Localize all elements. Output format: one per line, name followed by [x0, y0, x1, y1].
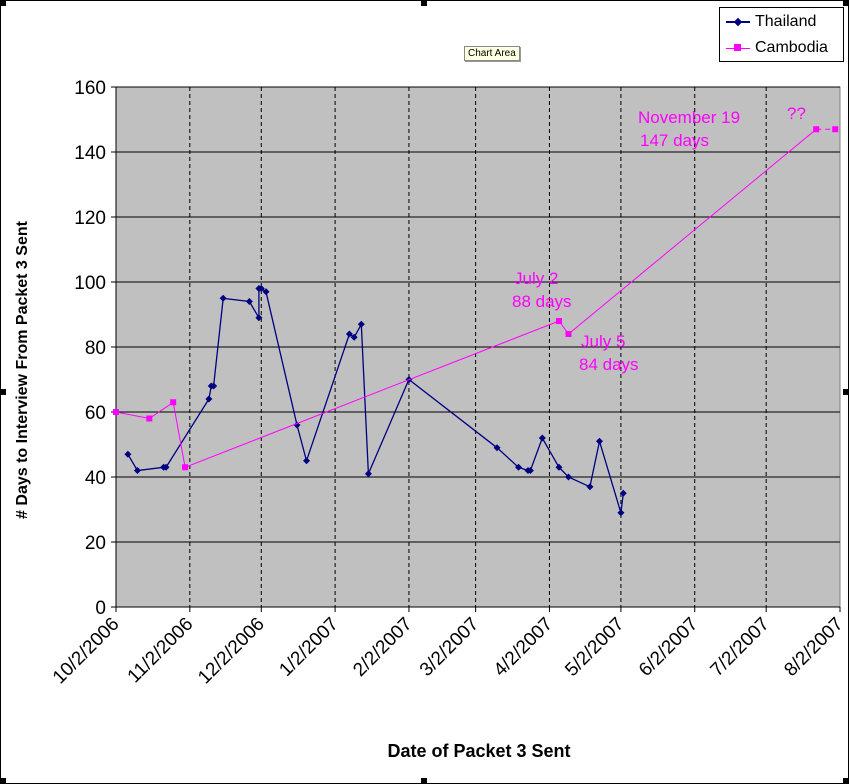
data-point-thailand	[364, 470, 372, 478]
data-point-cambodia	[555, 318, 562, 324]
legend-label-cambodia: Cambodia	[755, 39, 828, 56]
data-point-cambodia	[813, 126, 820, 133]
data-point-thailand	[350, 333, 358, 341]
data-point-thailand	[124, 450, 132, 458]
data-point-thailand	[345, 330, 353, 338]
x-tick-label: 7/2/2007	[707, 614, 774, 681]
data-point-cambodia-projected	[832, 126, 839, 133]
annotation-label: 147 days	[640, 131, 709, 150]
y-tick-label: 140	[74, 143, 106, 164]
y-tick-label: 160	[74, 78, 106, 99]
x-tick-label: 2/2/2007	[349, 614, 416, 681]
x-tick-label: 1/2/2007	[275, 614, 342, 681]
data-point-cambodia	[146, 415, 153, 422]
data-point-thailand	[257, 285, 265, 292]
data-point-cambodia	[182, 464, 189, 471]
x-tick-label: 6/2/2007	[635, 614, 702, 681]
y-axis-title: # Days to Interview From Packet 3 Sent	[14, 220, 31, 519]
resize-handle-bottom-left[interactable]	[0, 778, 6, 784]
x-axis-title: Date of Packet 3 Sent	[387, 741, 570, 761]
data-point-thailand	[210, 382, 218, 390]
data-point-thailand	[303, 457, 311, 465]
y-tick-label: 80	[85, 338, 106, 359]
data-point-thailand	[555, 463, 563, 471]
legend-diamond-icon	[733, 17, 743, 27]
annotation-label: ??	[787, 104, 806, 123]
resize-handle-middle-right[interactable]	[843, 389, 849, 395]
data-point-thailand	[617, 509, 625, 517]
data-point-thailand	[245, 298, 253, 305]
x-tick-label: 5/2/2007	[561, 614, 628, 681]
y-tick-label: 0	[95, 598, 106, 619]
x-tick-label: 4/2/2007	[490, 614, 557, 681]
legend-item-cambodia[interactable]: Cambodia	[720, 37, 843, 59]
x-tick-label: 11/2/2006	[124, 614, 198, 688]
y-tick-label: 20	[85, 533, 106, 554]
annotation-label: 84 days	[579, 355, 639, 374]
x-tick-label: 10/2/2006	[49, 614, 124, 689]
data-point-thailand	[262, 288, 270, 296]
x-tick-label: 12/2/2006	[194, 614, 269, 689]
resize-handle-bottom-middle[interactable]	[421, 778, 427, 784]
data-point-thailand	[526, 467, 534, 474]
resize-handle-top-left[interactable]	[0, 0, 6, 6]
data-point-thailand	[205, 395, 213, 403]
data-point-thailand	[586, 483, 594, 491]
data-point-cambodia	[170, 399, 177, 406]
data-point-cambodia	[113, 409, 119, 415]
legend-item-thailand[interactable]: Thailand	[720, 11, 843, 33]
data-point-thailand	[619, 489, 627, 497]
data-point-thailand	[219, 294, 227, 302]
y-tick-label: 120	[74, 208, 106, 229]
data-point-thailand	[595, 437, 603, 445]
legend-square-icon	[734, 44, 741, 51]
annotation-label: July 5	[581, 332, 625, 351]
y-tick-label: 100	[74, 273, 106, 294]
annotation-label: 88 days	[512, 292, 572, 311]
data-point-thailand	[133, 467, 141, 474]
chart-area-tooltip: Chart Area	[464, 46, 520, 61]
legend-label-thailand: Thailand	[755, 13, 817, 30]
data-point-thailand	[538, 434, 546, 442]
legend[interactable]: Thailand Cambodia	[719, 7, 844, 62]
data-point-thailand	[357, 320, 365, 328]
data-point-thailand	[162, 463, 170, 471]
data-point-cambodia	[565, 331, 572, 337]
data-point-thailand	[514, 463, 522, 471]
annotation-label: July 2	[514, 269, 558, 288]
x-tick-label: 8/2/2007	[780, 614, 847, 681]
resize-handle-top-right[interactable]	[843, 0, 849, 6]
data-point-thailand	[565, 473, 572, 481]
data-point-thailand	[493, 444, 501, 452]
data-point-thailand	[255, 314, 263, 322]
resize-handle-bottom-right[interactable]	[843, 778, 849, 784]
resize-handle-top-middle[interactable]	[421, 0, 427, 6]
y-tick-label: 60	[85, 403, 106, 424]
x-tick-label: 3/2/2007	[416, 614, 483, 681]
annotation-label: November 19	[638, 108, 740, 127]
resize-handle-middle-left[interactable]	[0, 389, 6, 395]
y-tick-label: 40	[85, 468, 106, 489]
